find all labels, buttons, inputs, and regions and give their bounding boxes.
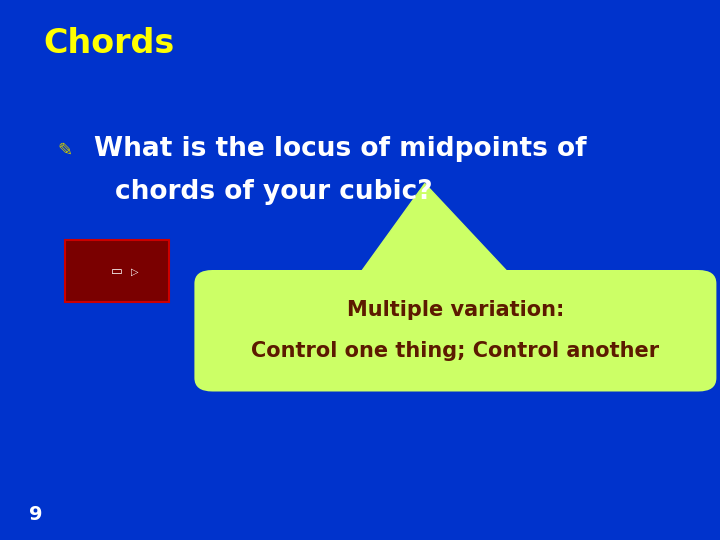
Text: ▭: ▭ <box>111 265 123 278</box>
Text: 9: 9 <box>29 505 42 524</box>
FancyBboxPatch shape <box>194 270 716 392</box>
Text: chords of your cubic?: chords of your cubic? <box>115 179 433 205</box>
FancyBboxPatch shape <box>65 240 169 302</box>
Text: What is the locus of midpoints of: What is the locus of midpoints of <box>94 136 586 161</box>
Text: Multiple variation:: Multiple variation: <box>347 300 564 320</box>
Text: Chords: Chords <box>43 27 174 60</box>
Polygon shape <box>353 184 518 284</box>
Text: Control one thing; Control another: Control one thing; Control another <box>251 341 660 361</box>
Text: ✎: ✎ <box>58 142 73 160</box>
Text: ▷: ▷ <box>131 266 139 276</box>
